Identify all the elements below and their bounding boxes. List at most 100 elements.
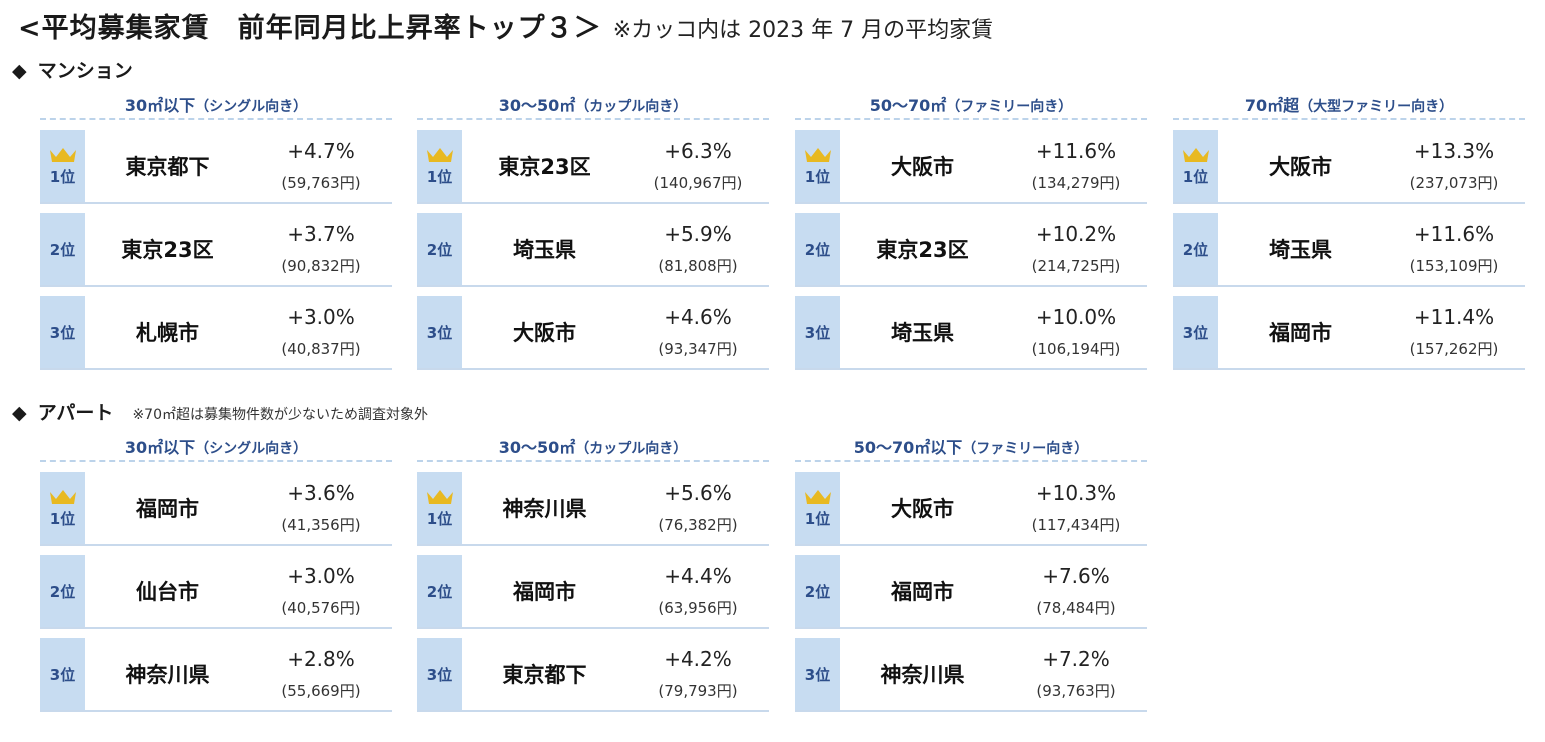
value-cell: +10.3% (117,434円) [1005,472,1147,544]
average-rent: (237,073円) [1409,174,1499,192]
value-cell: +3.0% (40,576円) [250,555,392,627]
average-rent: (76,382円) [658,516,738,534]
increase-rate: +11.4% [1413,305,1495,329]
increase-rate: +10.3% [1035,481,1117,505]
value-cell: +11.4% (157,262円) [1383,296,1525,368]
diamond-bullet-icon: ◆ [12,60,27,82]
value-cell: +5.9% (81,808円) [627,213,769,285]
average-rent: (214,725円) [1031,257,1121,275]
rank-row: 1位 大阪市 +13.3% (237,073円) [1173,130,1525,204]
city-name: 福岡市 [891,580,954,604]
average-rent: (79,793円) [658,682,738,700]
rank-cell: 3位 [795,296,840,368]
city-name: 埼玉県 [1269,238,1332,262]
rank-cell: 2位 [417,213,462,285]
rank-label: 3位 [804,665,831,684]
group-title: 50〜70㎡以下（ファミリー向き） [795,434,1147,462]
group-title-target: （カップル向き） [575,441,688,457]
group-title: 50〜70㎡（ファミリー向き） [795,92,1147,120]
group-title-target: （シングル向き） [195,441,308,457]
rank-label: 3位 [1182,323,1209,342]
city-name: 神奈川県 [880,663,965,687]
page-title-note: ※カッコ内は 2023 年 7 月の平均家賃 [612,18,994,43]
increase-rate: +3.7% [287,222,355,246]
average-rent: (140,967円) [653,174,743,192]
rank-cell: 3位 [417,296,462,368]
increase-rate: +11.6% [1035,139,1117,163]
city-name: 東京23区 [876,238,969,262]
rank-row: 1位 大阪市 +11.6% (134,279円) [795,130,1147,204]
group-title-size: 50〜70㎡ [869,96,947,115]
average-rent: (134,279円) [1031,174,1121,192]
rank-row: 2位 仙台市 +3.0% (40,576円) [40,555,392,629]
value-cell: +13.3% (237,073円) [1383,130,1525,202]
city-name: 大阪市 [513,321,576,345]
city-name: 東京都下 [502,663,587,687]
increase-rate: +2.8% [287,647,355,671]
group-title: 70㎡超（大型ファミリー向き） [1173,92,1525,120]
section-note: ※70㎡超は募集物件数が少ないため調査対象外 [132,407,428,423]
value-cell: +2.8% (55,669円) [250,638,392,710]
value-cell: +10.0% (106,194円) [1005,296,1147,368]
average-rent: (157,262円) [1409,340,1499,358]
increase-rate: +3.0% [287,305,355,329]
rank-cell: 3位 [40,638,85,710]
group-title: 30㎡以下（シングル向き） [40,434,392,462]
average-rent: (40,837円) [281,340,361,358]
city-name: 神奈川県 [502,497,587,521]
rank-label: 2位 [426,582,453,601]
rank-cell: 1位 [417,472,462,544]
city-name: 大阪市 [1269,155,1332,179]
value-cell: +4.6% (93,347円) [627,296,769,368]
rank-group: 50〜70㎡以下（ファミリー向き） 1位 大阪市 +10.3% (117,434円) 2位… [795,434,1147,721]
average-rent: (55,669円) [281,682,361,700]
rank-row: 2位 埼玉県 +5.9% (81,808円) [417,213,769,287]
value-cell: +3.0% (40,837円) [250,296,392,368]
group-title-target: （シングル向き） [195,99,308,115]
value-cell: +11.6% (134,279円) [1005,130,1147,202]
rank-label: 3位 [804,323,831,342]
value-cell: +4.4% (63,956円) [627,555,769,627]
rank-row: 3位 神奈川県 +2.8% (55,669円) [40,638,392,712]
rank-row: 2位 福岡市 +4.4% (63,956円) [417,555,769,629]
crown-icon [804,489,831,504]
group-title-target: （ファミリー向き） [962,441,1089,457]
increase-rate: +4.2% [664,647,732,671]
page-title-main: <平均募集家賃 前年同月比上昇率トップ３＞ [18,13,602,44]
increase-rate: +3.6% [287,481,355,505]
rank-label: 1位 [1182,167,1209,186]
rank-label: 3位 [49,323,76,342]
group-title-target: （ファミリー向き） [946,99,1073,115]
average-rent: (117,434円) [1031,516,1121,534]
rank-label: 2位 [804,240,831,259]
rank-cell: 1位 [40,130,85,202]
diamond-bullet-icon: ◆ [12,402,27,424]
city-name: 福岡市 [513,580,576,604]
city-name: 大阪市 [891,497,954,521]
city-name: 東京都下 [125,155,210,179]
group-title-size: 70㎡超 [1244,96,1300,115]
rank-label: 1位 [49,167,76,186]
rank-row: 3位 大阪市 +4.6% (93,347円) [417,296,769,370]
rank-cell: 1位 [417,130,462,202]
rank-cell: 2位 [795,213,840,285]
rank-row: 3位 札幌市 +3.0% (40,837円) [40,296,392,370]
rank-label: 2位 [1182,240,1209,259]
crown-icon [426,147,453,162]
rank-cell: 2位 [417,555,462,627]
rank-row: 1位 福岡市 +3.6% (41,356円) [40,472,392,546]
rank-group: 30〜50㎡（カップル向き） 1位 神奈川県 +5.6% (76,382円) 2位 福岡市 +… [417,434,769,721]
section-label: アパート [37,402,114,424]
city-name: 東京23区 [121,238,214,262]
rank-row: 1位 東京都下 +4.7% (59,763円) [40,130,392,204]
rank-row: 1位 東京23区 +6.3% (140,967円) [417,130,769,204]
city-name: 大阪市 [891,155,954,179]
average-rent: (81,808円) [658,257,738,275]
rank-cell: 2位 [40,555,85,627]
increase-rate: +10.2% [1035,222,1117,246]
increase-rate: +7.2% [1042,647,1110,671]
city-name: 福岡市 [136,497,199,521]
rank-cell: 2位 [795,555,840,627]
group-title-size: 30㎡以下 [124,96,196,115]
rank-row: 1位 大阪市 +10.3% (117,434円) [795,472,1147,546]
